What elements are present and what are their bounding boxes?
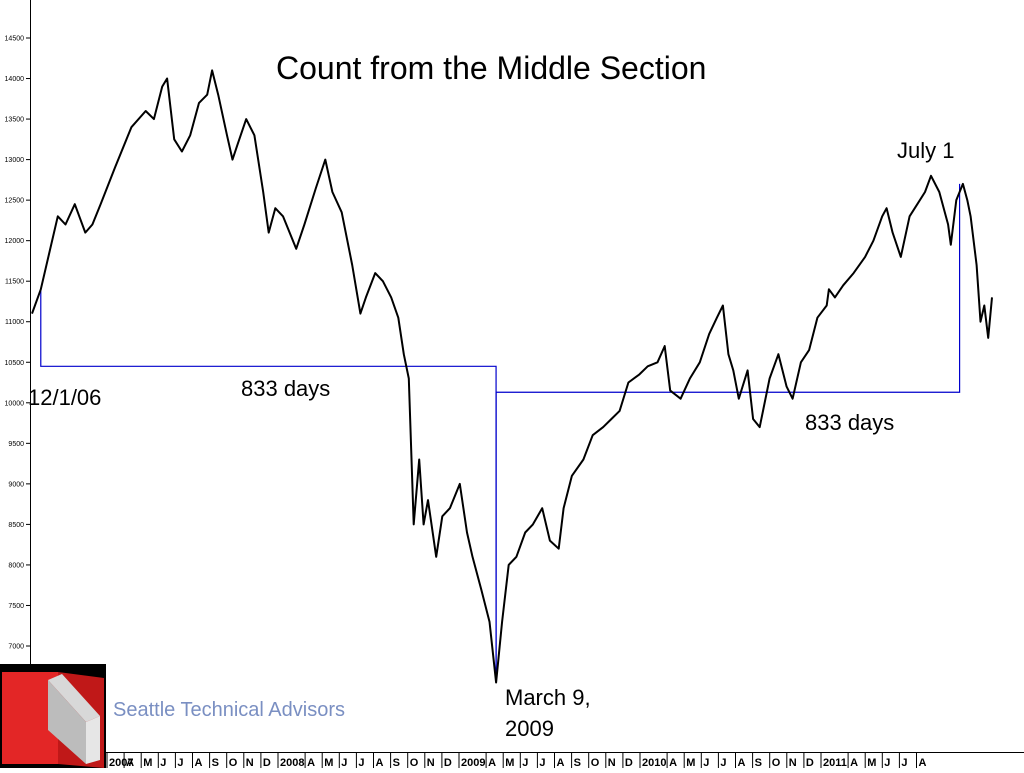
count-lines: [40, 183, 961, 683]
x-axis-strip: [106, 752, 1024, 768]
y-axis: 7000 7500 8000 8500 9000 9500 10000 10500 11000 1…: [5, 0, 31, 664]
x-tick-label: A: [376, 757, 384, 768]
y-tick-label: 14000: [5, 76, 25, 83]
x-tick-label: A: [488, 757, 496, 768]
x-tick-label: A: [307, 757, 315, 768]
x-tick-label: A: [850, 757, 858, 768]
low-date-line2: 2009: [505, 716, 554, 741]
x-tick-label: A: [126, 757, 134, 768]
y-tick-label: 11000: [5, 319, 24, 326]
chart-title: Count from the Middle Section: [276, 50, 707, 86]
x-tick-label: D: [806, 757, 814, 768]
x-tick-label: A: [919, 757, 927, 768]
y-tick-label: 8500: [8, 522, 24, 529]
end-date-label: July 1: [897, 138, 955, 163]
y-tick-label: 13000: [5, 157, 25, 164]
x-tick-label: 2008: [280, 757, 304, 768]
x-tick-label: M: [686, 757, 695, 768]
y-tick-label: 9500: [8, 441, 24, 448]
x-tick-label: J: [539, 757, 545, 768]
x-tick-label: A: [195, 757, 203, 768]
x-tick-label: J: [160, 757, 166, 768]
x-tick-label: 2009: [461, 757, 485, 768]
days-count-left-label: 833 days: [241, 376, 331, 401]
price-series: [31, 69, 993, 684]
y-tick-label: 10500: [5, 360, 25, 367]
x-tick-label: J: [341, 757, 347, 768]
x-tick-label: O: [591, 757, 600, 768]
x-tick-label: A: [738, 757, 746, 768]
y-tick-label: 14500: [5, 36, 25, 43]
x-tick-label: 2011: [823, 757, 847, 768]
y-tick-label: 11500: [5, 279, 24, 286]
start-date-label: 12/1/06: [28, 385, 102, 410]
y-tick-label: 12000: [5, 238, 25, 245]
x-tick-label: A: [669, 757, 677, 768]
x-tick-label: O: [772, 757, 781, 768]
x-tick-label: J: [901, 757, 907, 768]
x-tick-label: 2010: [642, 757, 666, 768]
brand-name: Seattle Technical Advisors: [113, 699, 345, 721]
y-tick-label: 13500: [5, 117, 25, 124]
x-tick-label: M: [143, 757, 152, 768]
x-tick-label: O: [410, 757, 419, 768]
x-tick-label: S: [212, 757, 219, 768]
x-tick-label: S: [393, 757, 400, 768]
x-tick-label: J: [522, 757, 528, 768]
x-tick-label: 2007: [109, 757, 133, 768]
x-tick-label: S: [755, 757, 762, 768]
y-tick-label: 8000: [8, 562, 24, 569]
price-line: [31, 69, 993, 684]
x-tick-label: D: [263, 757, 271, 768]
x-tick-label: M: [505, 757, 514, 768]
count-line-2: [495, 183, 961, 683]
days-count-right-label: 833 days: [805, 410, 895, 435]
x-tick-label: N: [246, 757, 254, 768]
x-tick-label: J: [703, 757, 709, 768]
y-tick-label: 7000: [8, 644, 24, 651]
brand-logo-icon: [0, 664, 106, 768]
x-tick-label: D: [444, 757, 452, 768]
x-tick-label: S: [574, 757, 581, 768]
x-tick-label: J: [177, 757, 183, 768]
x-tick-label: A: [557, 757, 565, 768]
x-tick-label: N: [789, 757, 797, 768]
x-tick-label: J: [884, 757, 890, 768]
x-tick-label: O: [229, 757, 238, 768]
x-tick-label: N: [427, 757, 435, 768]
low-date-line1: March 9,: [505, 685, 591, 710]
count-line-1: [40, 289, 497, 683]
x-tick-label: J: [720, 757, 726, 768]
x-tick-label: M: [867, 757, 876, 768]
x-tick-label: N: [608, 757, 616, 768]
y-tick-label: 9000: [8, 481, 24, 488]
x-tick-label: M: [324, 757, 333, 768]
y-tick-label: 7500: [8, 603, 24, 610]
y-tick-label: 10000: [5, 400, 25, 407]
x-tick-label: D: [625, 757, 633, 768]
y-tick-label: 12500: [5, 198, 25, 205]
low-date-label: March 9, 2009: [505, 682, 591, 744]
x-tick-label: J: [358, 757, 364, 768]
